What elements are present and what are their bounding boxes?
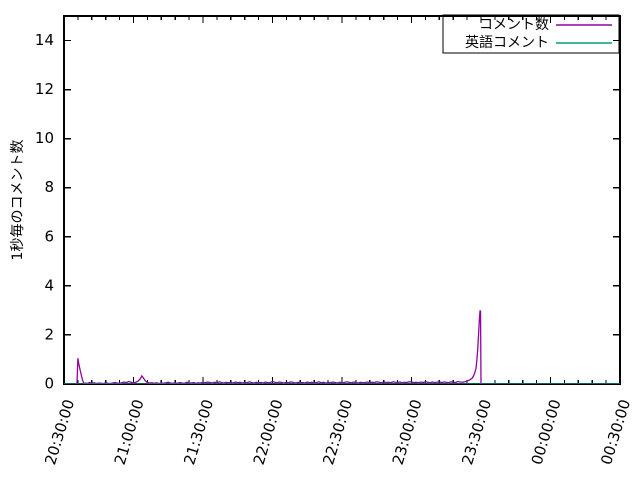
x-tick-label: 22:30:00 bbox=[319, 397, 356, 467]
y-tick-label: 12 bbox=[35, 80, 54, 98]
x-tick-label: 22:00:00 bbox=[250, 397, 287, 467]
series-line-comment-count bbox=[64, 310, 620, 384]
data-series-group bbox=[64, 310, 620, 384]
legend-label-english-comment: 英語コメント bbox=[465, 34, 549, 51]
x-tick-label: 23:30:00 bbox=[458, 397, 495, 467]
y-tick-label: 4 bbox=[44, 276, 54, 294]
x-tick-label: 21:00:00 bbox=[111, 397, 148, 467]
x-tick-label: 20:30:00 bbox=[41, 397, 78, 467]
y-tick-label: 10 bbox=[35, 129, 54, 147]
y-tick-label: 0 bbox=[44, 375, 54, 393]
y-tick-label: 2 bbox=[44, 325, 54, 343]
plot-frame bbox=[63, 15, 621, 385]
y-axis-tick-labels: 0 2 4 6 8 10 12 14 bbox=[35, 31, 54, 392]
y-axis-title: 1秒毎のコメント数 bbox=[10, 140, 26, 261]
x-tick-label: 23:00:00 bbox=[389, 397, 426, 467]
y-tick-label: 6 bbox=[44, 227, 54, 245]
legend-border bbox=[442, 14, 620, 54]
x-axis-tick-labels: 20:30:00 21:00:00 21:30:00 22:00:00 22:30:00… bbox=[41, 397, 634, 467]
chart-legend: コメント数 英語コメント bbox=[442, 14, 620, 54]
x-tick-label: 21:30:00 bbox=[180, 397, 217, 467]
y-tick-label: 14 bbox=[35, 31, 54, 49]
y-axis-title-text: 1秒毎のコメント数 bbox=[10, 140, 26, 261]
axis-ticks bbox=[63, 16, 621, 385]
y-tick-label: 8 bbox=[44, 178, 54, 196]
legend-label-comment-count: コメント数 bbox=[479, 17, 549, 33]
x-tick-label: 00:30:00 bbox=[597, 397, 634, 467]
x-tick-label: 00:00:00 bbox=[528, 397, 565, 467]
